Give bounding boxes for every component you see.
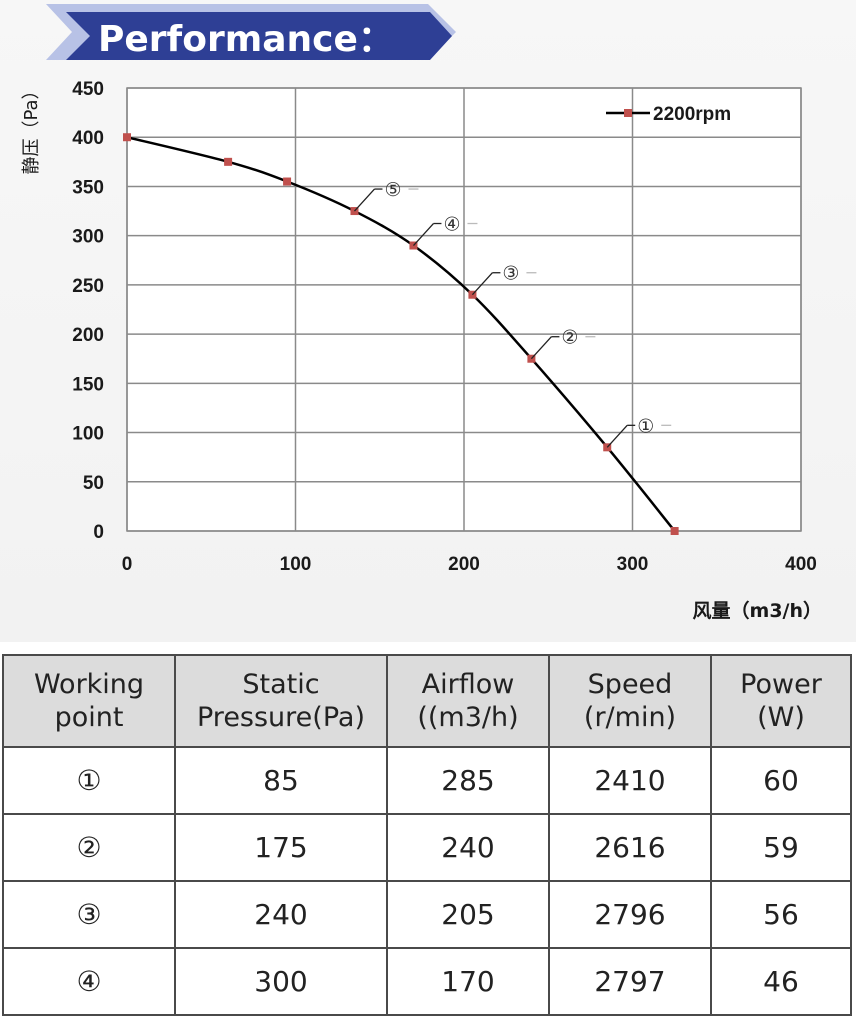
header-working-point: Working point xyxy=(2,654,176,748)
callout-leader xyxy=(530,336,552,360)
cell-airflow: 285 xyxy=(386,746,550,815)
data-point xyxy=(670,527,679,535)
table-header-row: Working point Static Pressure(Pa) Airflo… xyxy=(2,654,852,748)
data-point xyxy=(283,177,292,186)
y-tick-label: 300 xyxy=(72,227,104,248)
callout-leader xyxy=(471,272,493,296)
performance-table: Working point Static Pressure(Pa) Airflo… xyxy=(2,654,852,1016)
callout-label: ① xyxy=(637,415,654,437)
callout-leader xyxy=(606,424,628,448)
cell-working-point: ④ xyxy=(2,947,176,1016)
table-row: ③ 240 205 2796 56 xyxy=(2,880,852,949)
y-tick-label: 400 xyxy=(72,128,104,149)
series-line-2200rpm xyxy=(126,136,676,532)
x-tick-label: 400 xyxy=(785,554,817,575)
cell-speed: 2797 xyxy=(548,947,712,1016)
title-banner xyxy=(46,4,456,60)
y-axis-label: 静压（Pa） xyxy=(21,81,42,174)
cell-power: 60 xyxy=(710,746,852,815)
cell-power: 56 xyxy=(710,880,852,949)
callout-label: ② xyxy=(561,327,578,349)
x-tick-label: 300 xyxy=(617,554,649,575)
callout-label: ③ xyxy=(502,263,519,285)
cell-airflow: 240 xyxy=(386,813,550,882)
page-title: Performance： xyxy=(98,19,394,60)
callout-label: ④ xyxy=(443,214,460,236)
header-airflow: Airflow ((m3/h) xyxy=(386,654,550,748)
header-speed: Speed (r/min) xyxy=(548,654,712,748)
table-row: ① 85 285 2410 60 xyxy=(2,746,852,815)
table-row: ② 175 240 2616 59 xyxy=(2,813,852,882)
callout-label: ⑤ xyxy=(384,179,401,201)
cell-speed: 2616 xyxy=(548,813,712,882)
x-tick-label: 200 xyxy=(448,554,480,575)
y-tick-label: 150 xyxy=(72,374,104,395)
x-tick-label: 0 xyxy=(122,554,133,575)
x-axis-label: 风量（m3/h） xyxy=(693,599,822,622)
cell-airflow: 205 xyxy=(386,880,550,949)
y-tick-label: 50 xyxy=(83,473,104,494)
legend-label: 2200rpm xyxy=(653,104,731,125)
data-point xyxy=(123,133,131,142)
cell-airflow: 170 xyxy=(386,947,550,1016)
y-tick-label: 200 xyxy=(72,325,104,346)
cell-power: 59 xyxy=(710,813,852,882)
cell-working-point: ② xyxy=(2,813,176,882)
y-tick-label: 100 xyxy=(72,424,104,445)
header-power: Power (W) xyxy=(710,654,852,748)
callout-leader xyxy=(412,223,434,246)
y-tick-label: 0 xyxy=(93,522,104,543)
cell-speed: 2796 xyxy=(548,880,712,949)
cell-speed: 2410 xyxy=(548,746,712,815)
y-tick-label: 250 xyxy=(72,276,104,297)
cell-static-pressure: 85 xyxy=(174,746,388,815)
legend-marker xyxy=(624,109,632,117)
y-tick-label: 350 xyxy=(72,177,104,198)
data-point xyxy=(224,157,233,166)
cell-static-pressure: 175 xyxy=(174,813,388,882)
y-tick-label: 450 xyxy=(72,79,104,100)
table-row: ④ 300 170 2797 46 xyxy=(2,947,852,1016)
performance-chart: 0 50 100 150 200 250 300 350 400 450 0 100 200 300 400… xyxy=(21,79,822,622)
cell-power: 46 xyxy=(710,947,852,1016)
banner-fill xyxy=(66,12,452,60)
cell-static-pressure: 300 xyxy=(174,947,388,1016)
header-static-pressure: Static Pressure(Pa) xyxy=(174,654,388,748)
callout-leader xyxy=(353,188,375,212)
cell-working-point: ③ xyxy=(2,880,176,949)
x-tick-label: 100 xyxy=(280,554,312,575)
cell-working-point: ① xyxy=(2,746,176,815)
cell-static-pressure: 240 xyxy=(174,880,388,949)
